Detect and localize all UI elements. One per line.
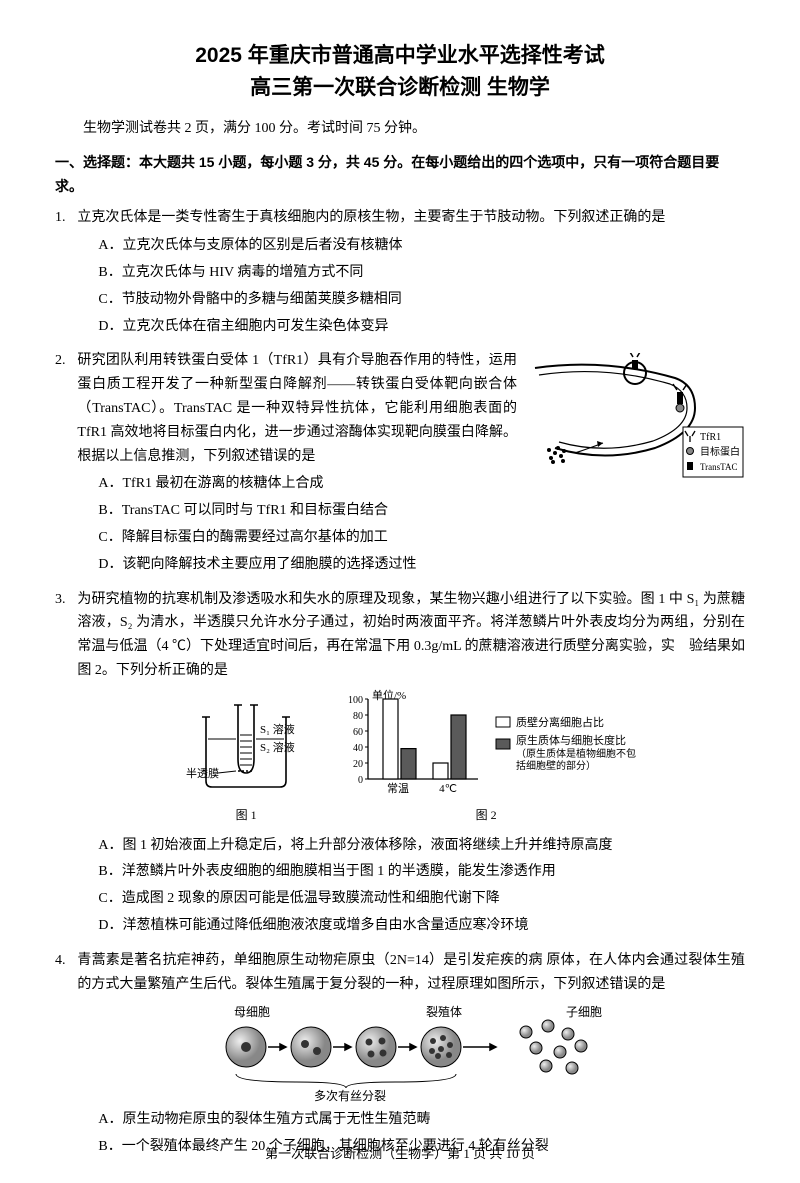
q4-schizont-label: 裂殖体 xyxy=(426,1004,462,1019)
q4-arrow-label: 多次有丝分裂 xyxy=(314,1089,386,1102)
svg-text:40: 40 xyxy=(353,743,363,754)
question-4: 4. 青蒿素是著名抗疟神药，单细胞原生动物疟原虫（2N=14）是引发疟疾的病 原… xyxy=(55,949,745,1162)
svg-text:（原生质体是植物细胞不包: （原生质体是植物细胞不包 xyxy=(516,747,636,760)
question-1: 1. 立克次氏体是一类专性寄生于真核细胞内的原核生物，主要寄生于节肢动物。下列叙… xyxy=(55,206,745,341)
svg-text:80: 80 xyxy=(353,711,363,722)
svg-text:原生质体与细胞长度比: 原生质体与细胞长度比 xyxy=(516,733,626,747)
q3-fig1-s2-label: S₂ 溶液 xyxy=(260,740,295,754)
svg-text:20: 20 xyxy=(353,759,363,770)
q4-stem: 青蒿素是著名抗疟神药，单细胞原生动物疟原虫（2N=14）是引发疟疾的病 原体，在… xyxy=(77,949,745,997)
svg-text:60: 60 xyxy=(353,727,363,738)
q2-legend-transtac: TransTAC xyxy=(700,462,737,472)
q2-option-b: B．TransTAC 可以同时与 TfR1 和目标蛋白结合 xyxy=(98,499,745,523)
q2-option-d: D．该靶向降解技术主要应用了细胞膜的选择透过性 xyxy=(98,553,745,577)
svg-text:4℃: 4℃ xyxy=(439,783,457,795)
exam-instruction: 生物学测试卷共 2 页，满分 100 分。考试时间 75 分钟。 xyxy=(55,117,745,141)
q1-number: 1. xyxy=(55,206,77,341)
q2-legend-tfr1: TfR1 xyxy=(700,432,721,443)
title-block: 2025 年重庆市普通高中学业水平选择性考试 高三第一次联合诊断检测 生物学 xyxy=(55,40,745,103)
svg-text:常温: 常温 xyxy=(387,782,409,795)
q4-option-a: A．原生动物疟原虫的裂体生殖方式属于无性生殖范畴 xyxy=(98,1108,745,1132)
q3-option-b: B．洋葱鳞片叶外表皮细胞的细胞膜相当于图 1 的半透膜，能发生渗透作用 xyxy=(98,860,745,884)
svg-text:质壁分离细胞占比: 质壁分离细胞占比 xyxy=(516,715,604,729)
q3-figures: S₁ 溶液 S₂ 溶液 半透膜 图 1 单位/%020406080100常温4℃… xyxy=(77,689,745,826)
q3-fig2-caption: 图 2 xyxy=(336,805,636,825)
page-footer: 第一次联合诊断检测（生物学）第 1 页 共 10 页 xyxy=(0,1143,800,1165)
q1-option-d: D．立克次氏体在宿主细胞内可发生染色体变异 xyxy=(98,315,745,339)
q3-fig1-s1-label: S₁ 溶液 xyxy=(260,722,295,736)
q1-option-c: C．节肢动物外骨骼中的多糖与细菌荚膜多糖相同 xyxy=(98,288,745,312)
svg-text:100: 100 xyxy=(348,695,363,706)
question-3: 3. 为研究植物的抗寒机制及渗透吸水和失水的原理及现象，某生物兴趣小组进行了以下… xyxy=(55,588,745,941)
q1-option-b: B．立克次氏体与 HIV 病毒的增殖方式不同 xyxy=(98,261,745,285)
section-header: 一、选择题：本大题共 15 小题，每小题 3 分，共 45 分。在每小题给出的四… xyxy=(55,151,745,199)
q1-option-a: A．立克次氏体与支原体的区别是后者没有核糖体 xyxy=(98,234,745,258)
question-2: 2. xyxy=(55,349,745,579)
q4-mother-label: 母细胞 xyxy=(234,1005,270,1019)
q4-figure: 母细胞 裂殖体 子细胞 xyxy=(77,1002,745,1102)
q3-fig1-membrane-label: 半透膜 xyxy=(186,766,219,780)
q4-number: 4. xyxy=(55,949,77,1162)
q3-option-d: D．洋葱植株可能通过降低细胞液浓度或增多自由水含量适应寒冷环境 xyxy=(98,914,745,938)
q3-fig1-caption: 图 1 xyxy=(186,805,306,825)
title-line-2: 高三第一次联合诊断检测 生物学 xyxy=(55,72,745,104)
svg-text:0: 0 xyxy=(358,775,363,786)
q2-option-c: C．降解目标蛋白的酶需要经过高尔基体的加工 xyxy=(98,526,745,550)
q2-figure: TfR1 目标蛋白 TransTAC xyxy=(525,353,745,483)
q3-option-c: C．造成图 2 现象的原因可能是低温导致膜流动性和细胞代谢下降 xyxy=(98,887,745,911)
svg-text:括细胞壁的部分）: 括细胞壁的部分） xyxy=(516,759,596,772)
q3-figure-1: S₁ 溶液 S₂ 溶液 半透膜 图 1 xyxy=(186,699,306,826)
q3-number: 3. xyxy=(55,588,77,941)
q2-number: 2. xyxy=(55,349,77,579)
q2-legend-target: 目标蛋白 xyxy=(700,445,740,458)
q3-option-a: A．图 1 初始液面上升稳定后，将上升部分液体移除，液面将继续上升并维持原高度 xyxy=(98,834,745,858)
q3-figure-2: 单位/%020406080100常温4℃质壁分离细胞占比原生质体与细胞长度比（原… xyxy=(336,689,636,826)
title-line-1: 2025 年重庆市普通高中学业水平选择性考试 xyxy=(55,40,745,72)
q3-stem: 为研究植物的抗寒机制及渗透吸水和失水的原理及现象，某生物兴趣小组进行了以下实验。… xyxy=(77,588,745,683)
q1-stem: 立克次氏体是一类专性寄生于真核细胞内的原核生物，主要寄生于节肢动物。下列叙述正确… xyxy=(77,206,745,230)
q4-child-label: 子细胞 xyxy=(566,1005,602,1019)
